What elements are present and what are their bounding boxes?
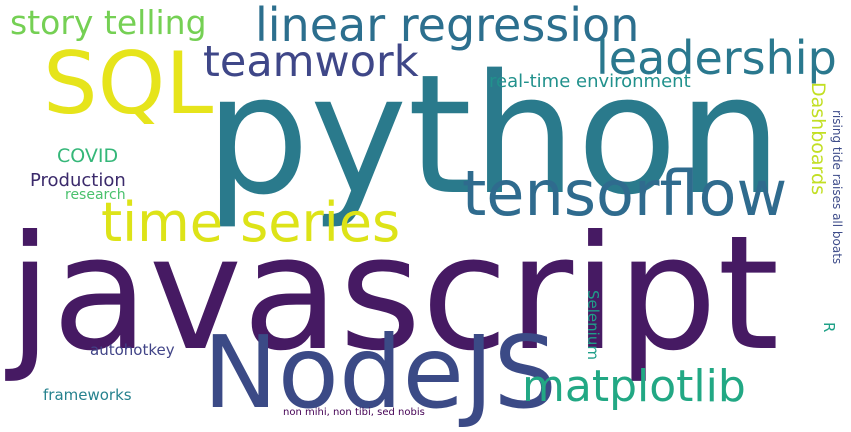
word-javascript: javascript: [8, 202, 780, 386]
word-teamwork: teamwork: [203, 37, 419, 87]
word-frameworks: frameworks: [43, 386, 132, 404]
word-production: Production: [30, 170, 126, 191]
word-r: R: [820, 322, 838, 333]
word-linear-regression: linear regression: [255, 0, 640, 52]
word-nodejs: NodeJS: [203, 314, 557, 431]
word-research: research: [65, 187, 126, 203]
word-rising-tide: rising tide raises all boats: [830, 110, 844, 265]
word-story-telling: story telling: [10, 3, 207, 42]
word-covid: COVID: [57, 145, 119, 167]
word-time-series: time series: [101, 191, 401, 254]
word-sql: SQL: [43, 34, 214, 134]
word-dashboards: Dashboards: [807, 82, 829, 195]
word-tensorflow: tensorflow: [462, 157, 788, 230]
word-matplotlib: matplotlib: [522, 361, 746, 412]
word-leadership: leadership: [596, 31, 837, 85]
word-selenium: Selenium: [584, 290, 602, 360]
word-real-time-environment: real-time environment: [489, 71, 691, 92]
word-autohotkey: autohotkey: [90, 341, 175, 359]
word-python: python: [205, 39, 783, 231]
word-latin-phrase: non mihi, non tibi, sed nobis: [283, 407, 425, 418]
